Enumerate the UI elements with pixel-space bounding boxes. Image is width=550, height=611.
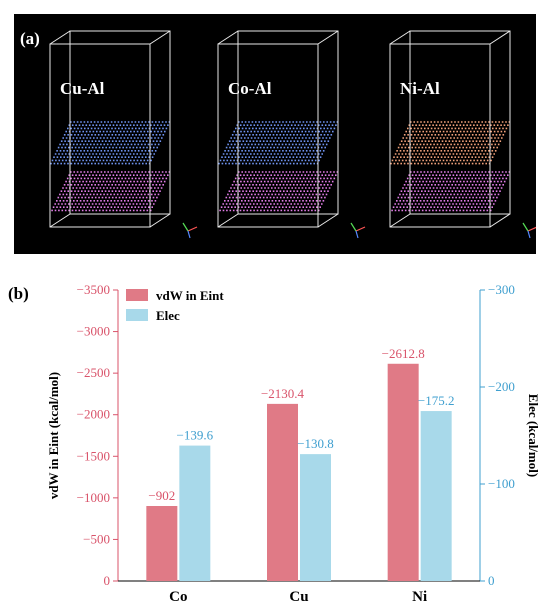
left-tick-label: −500	[83, 531, 110, 546]
panel-a-label: (a)	[20, 29, 40, 48]
x-tick-label: Ni	[412, 589, 427, 605]
metal-layer-atoms	[218, 121, 339, 165]
bar-elec	[300, 454, 331, 581]
bar-vdw	[146, 506, 178, 581]
axis-triad-x	[187, 226, 198, 232]
bar-elec	[420, 411, 452, 581]
x-tick-label: Co	[169, 589, 187, 605]
structures-layer: Cu-Al Co-Al Ni-Al	[49, 30, 536, 239]
aluminum-layer-atoms	[391, 171, 511, 212]
legend-swatch	[126, 289, 148, 301]
bar-elec	[179, 445, 211, 581]
simulation-box	[49, 30, 171, 228]
right-tick-label: −100	[488, 476, 515, 491]
metal-layer	[390, 121, 511, 165]
right-tick-label: −200	[488, 379, 515, 394]
left-axis-title: vdW in Eint (kcal/mol)	[46, 372, 61, 499]
axis-triad-y	[182, 222, 189, 232]
legend: vdW in Eint Elec	[126, 288, 224, 323]
aluminum-layer	[51, 171, 171, 212]
left-tick-label: −2000	[77, 407, 110, 422]
aluminum-layer-atoms	[219, 171, 339, 212]
left-tick-label: −1500	[77, 448, 110, 463]
structure-panel-svg: (a) Cu-Al Co-Al Ni-Al	[20, 29, 536, 239]
axis-triad-x	[355, 226, 366, 232]
x-tick-label: Cu	[289, 589, 308, 605]
legend-label: vdW in Eint	[156, 288, 224, 303]
right-tick-label: −300	[488, 282, 515, 297]
aluminum-layer	[219, 171, 339, 212]
data-label-elec: −139.6	[177, 428, 214, 443]
left-tick-label: 0	[104, 573, 111, 588]
metal-layer-atoms	[50, 121, 171, 165]
aluminum-layer-atoms	[51, 171, 171, 212]
left-tick-label: −3000	[77, 324, 110, 339]
axis-triad-x	[527, 226, 536, 232]
axis-triad-z	[355, 230, 359, 239]
right-axis-title: Elec (kcal/mol)	[526, 394, 541, 477]
bar-vdw	[387, 363, 419, 581]
left-tick-label: −2500	[77, 365, 110, 380]
axis-triad-y	[350, 222, 357, 232]
simulation-box	[389, 30, 511, 228]
metal-layer-atoms	[390, 121, 511, 165]
data-label-vdw: −2130.4	[261, 386, 305, 401]
legend-label: Elec	[156, 308, 180, 323]
axis-triad-y	[522, 222, 529, 232]
structure-2: Co-Al	[217, 30, 366, 239]
legend-swatch	[126, 309, 148, 321]
data-label-vdw: −902	[148, 488, 175, 503]
bar-vdw	[267, 403, 298, 581]
simulation-box	[217, 30, 339, 228]
bars-layer	[146, 363, 452, 581]
structure-1: Cu-Al	[49, 30, 198, 239]
metal-layer	[50, 121, 171, 165]
data-label-elec: −175.2	[418, 393, 455, 408]
bar-chart-panel: (b) 0 −500 −1000 −1500 −2000 −2500 −3000 −3500 0…	[0, 275, 550, 611]
labels-layer: −902 −139.6 −2130.4 −130.8 −2612.8 −175.2	[148, 346, 454, 503]
axis-triad-z	[187, 230, 191, 239]
structure-3: Ni-Al	[389, 30, 536, 239]
axis-triad-z	[527, 230, 531, 239]
axes-layer: 0 −500 −1000 −1500 −2000 −2500 −3000 −3500 0 −100…	[46, 282, 541, 605]
structure-name: Co-Al	[228, 79, 272, 98]
data-label-elec: −130.8	[297, 436, 334, 451]
data-label-vdw: −2612.8	[382, 346, 425, 361]
aluminum-layer	[391, 171, 511, 212]
panel-b-label: (b)	[8, 284, 29, 303]
structure-name: Ni-Al	[400, 79, 440, 98]
bar-chart-svg: (b) 0−500−1000−1500−2000−2500−3000−35000…	[8, 282, 541, 605]
left-tick-label: −1000	[77, 490, 110, 505]
metal-layer	[218, 121, 339, 165]
structure-panel: (a) Cu-Al Co-Al Ni-Al	[14, 14, 536, 254]
structure-name: Cu-Al	[60, 79, 105, 98]
left-tick-label: −3500	[77, 282, 110, 297]
right-tick-label: 0	[488, 573, 495, 588]
